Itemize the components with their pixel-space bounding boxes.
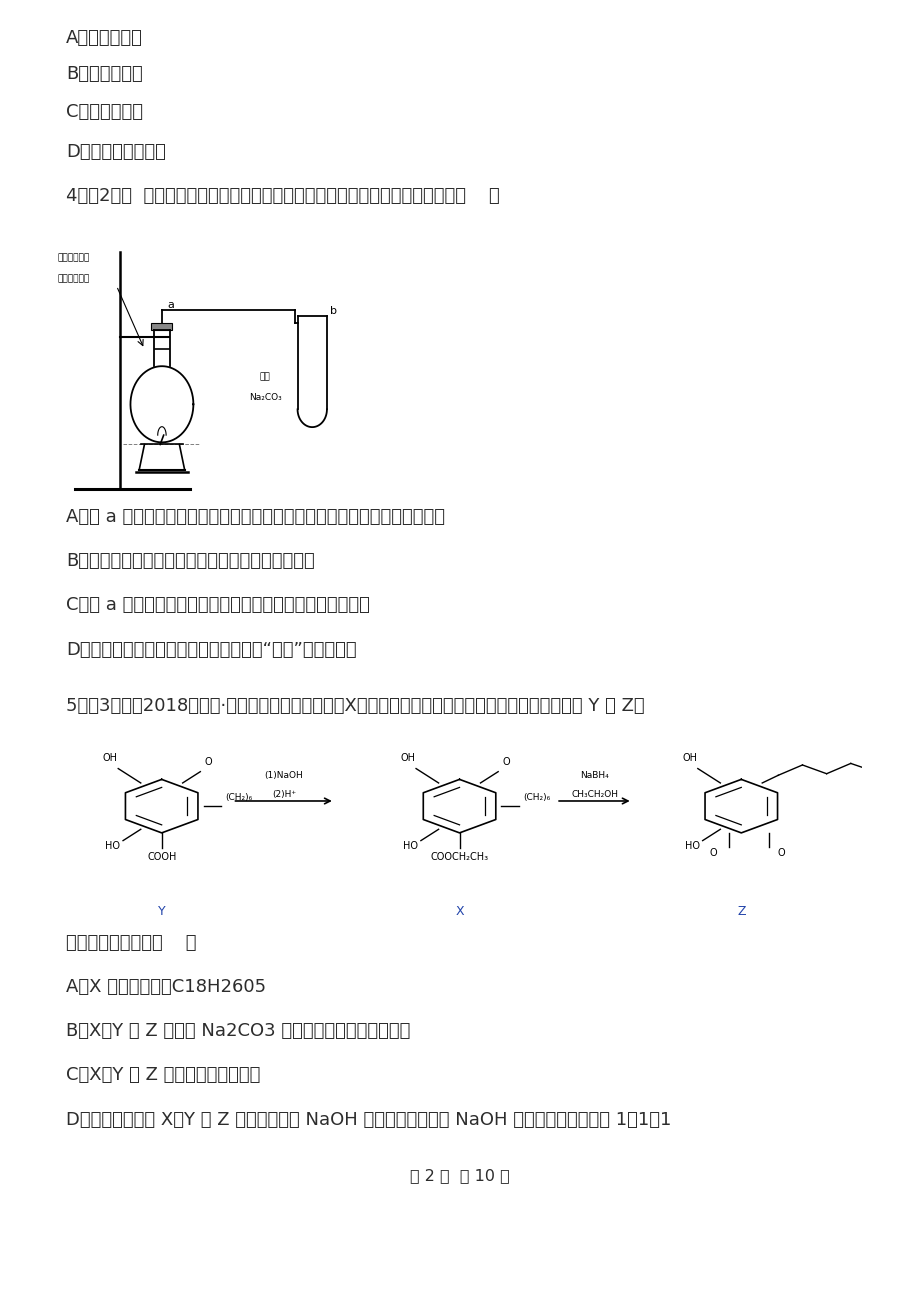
Text: X: X (455, 905, 463, 918)
Text: D．等物质的量的 X、Y 和 Z 分别与足量的 NaOH 溶液反应，消耗的 NaOH 溶液物质的量之比为 1：1：1: D．等物质的量的 X、Y 和 Z 分别与足量的 NaOH 溶液反应，消耗的 Na… (66, 1111, 671, 1129)
Text: HO: HO (403, 841, 417, 850)
Text: NaBH₄: NaBH₄ (580, 771, 608, 780)
Text: 下列说法正确的是（    ）: 下列说法正确的是（ ） (66, 934, 197, 952)
Text: (2)H⁺: (2)H⁺ (272, 790, 296, 799)
Text: D．将制得的乙酸乙酯分离出来，应采用“分液”的实验操作: D．将制得的乙酸乙酯分离出来，应采用“分液”的实验操作 (66, 641, 357, 659)
Text: C．向 a 试管中加入几块碎瓷片的作用是防止加热时液体暴永: C．向 a 试管中加入几块碎瓷片的作用是防止加热时液体暴永 (66, 596, 369, 615)
Text: 浓硫酸混合物: 浓硫酸混合物 (57, 275, 89, 284)
Text: O: O (709, 848, 716, 858)
Text: 饱和: 饱和 (259, 372, 270, 381)
Text: 第 2 页  共 10 页: 第 2 页 共 10 页 (410, 1168, 509, 1184)
Text: C．X、Y 和 Z 中均不含手性碗原子: C．X、Y 和 Z 中均不含手性碗原子 (66, 1066, 260, 1085)
Text: (1)NaOH: (1)NaOH (265, 771, 303, 780)
Text: OH: OH (103, 754, 118, 763)
Text: A．向 a 试管中先加入浓硫酸，然后边摇动试管边慢慢加入乙醇，再加入乙酸: A．向 a 试管中先加入浓硫酸，然后边摇动试管边慢慢加入乙醇，再加入乙酸 (66, 508, 445, 526)
Text: HO: HO (105, 841, 120, 850)
Text: Y: Y (158, 905, 165, 918)
Text: 4．（2分）  在实验室可以用图所示的装置制取乙酸乙酯，下列说法不正确的是（    ）: 4．（2分） 在实验室可以用图所示的装置制取乙酸乙酯，下列说法不正确的是（ ） (66, 187, 499, 206)
Text: C．只有（丙）: C．只有（丙） (66, 103, 143, 121)
Text: b: b (330, 306, 337, 316)
Text: A．X 的分子式为：C18H2605: A．X 的分子式为：C18H2605 (66, 978, 267, 996)
Text: O: O (502, 756, 509, 767)
Text: A．只有（甲）: A．只有（甲） (66, 29, 143, 47)
Bar (152, 323, 172, 331)
Text: 乙醇、乙酸、: 乙醇、乙酸、 (57, 254, 89, 263)
Text: D．除（乙）均可以: D．除（乙）均可以 (66, 143, 166, 161)
Text: HO: HO (684, 841, 699, 850)
Text: OH: OH (682, 754, 697, 763)
Text: (CH₂)₆: (CH₂)₆ (523, 793, 550, 802)
Text: a: a (167, 299, 174, 310)
Text: (CH₂)₆: (CH₂)₆ (225, 793, 252, 802)
Text: B．饱和碳酸镃溶液可以除去乙酸乙酯中混有的乙酸: B．饱和碳酸镃溶液可以除去乙酸乙酯中混有的乙酸 (66, 552, 314, 570)
Text: COOH: COOH (147, 852, 176, 862)
Text: O: O (777, 848, 785, 858)
Text: OH: OH (400, 754, 415, 763)
Text: 5．（3分）（2018高三下·城中开学考）真菌聚酶（X）具有多种生物活性，一定条件下可分别转化为 Y 和 Z。: 5．（3分）（2018高三下·城中开学考）真菌聚酶（X）具有多种生物活性，一定条… (66, 697, 644, 715)
Text: O: O (204, 756, 212, 767)
Text: COOCH₂CH₃: COOCH₂CH₃ (430, 852, 488, 862)
Text: Na₂CO₃: Na₂CO₃ (249, 393, 282, 402)
Text: B．X、Y 和 Z 均能与 Na2CO3 溶液反应，且均有气体生成: B．X、Y 和 Z 均能与 Na2CO3 溶液反应，且均有气体生成 (66, 1022, 410, 1040)
Text: Z: Z (736, 905, 744, 918)
Text: B．只有（乙）: B．只有（乙） (66, 65, 142, 83)
Text: CH₃CH₂OH: CH₃CH₂OH (571, 790, 618, 799)
